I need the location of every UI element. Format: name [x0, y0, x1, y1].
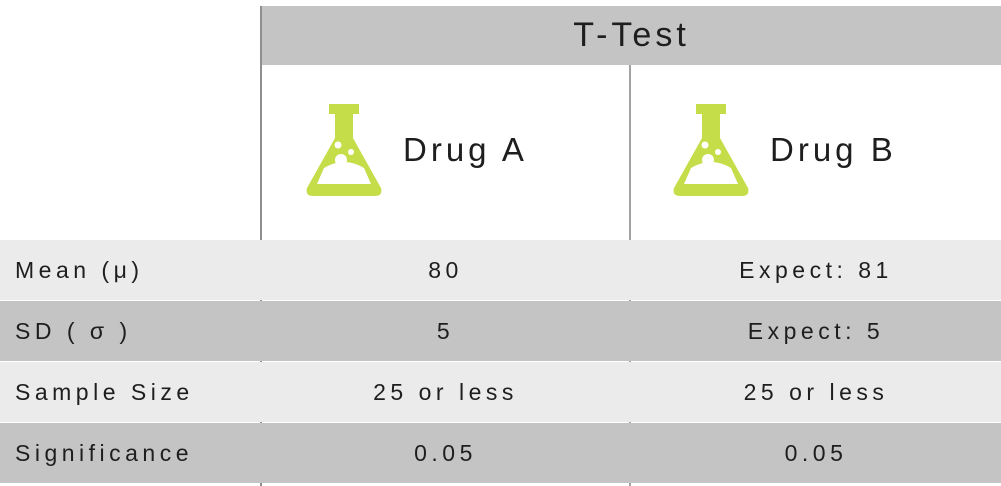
cell-drug-a: 5	[436, 317, 455, 344]
table-row-sample-size: Sample Size 25 or less 25 or less	[0, 362, 1001, 422]
row-label: SD ( σ )	[15, 317, 132, 344]
cell-drug-a: 25 or less	[373, 378, 518, 405]
table-row-mean: Mean (μ) 80 Expect: 81	[0, 240, 1001, 300]
cell-drug-b: Expect: 5	[747, 317, 885, 344]
cell-drug-b: Expect: 81	[739, 256, 893, 283]
cell-drug-a: 0.05	[414, 439, 477, 466]
row-label: Significance	[15, 439, 194, 466]
cell-drug-b: 0.05	[784, 439, 848, 466]
cell-drug-b: 25 or less	[743, 378, 889, 405]
flask-icon	[673, 104, 749, 196]
flask-icon	[306, 104, 382, 196]
table-title: T-Test	[262, 6, 1001, 65]
drug-b-name: Drug B	[770, 131, 897, 168]
table-row-sd: SD ( σ ) 5 Expect: 5	[0, 301, 1001, 361]
drug-a-header: Drug A	[305, 95, 528, 205]
row-label: Sample Size	[15, 378, 194, 405]
drug-a-name: Drug A	[403, 131, 528, 168]
row-label: Mean (μ)	[15, 256, 144, 283]
table-row-significance: Significance 0.05 0.05	[0, 423, 1001, 483]
drug-b-header: Drug B	[672, 95, 897, 205]
cell-drug-a: 80	[428, 256, 463, 283]
